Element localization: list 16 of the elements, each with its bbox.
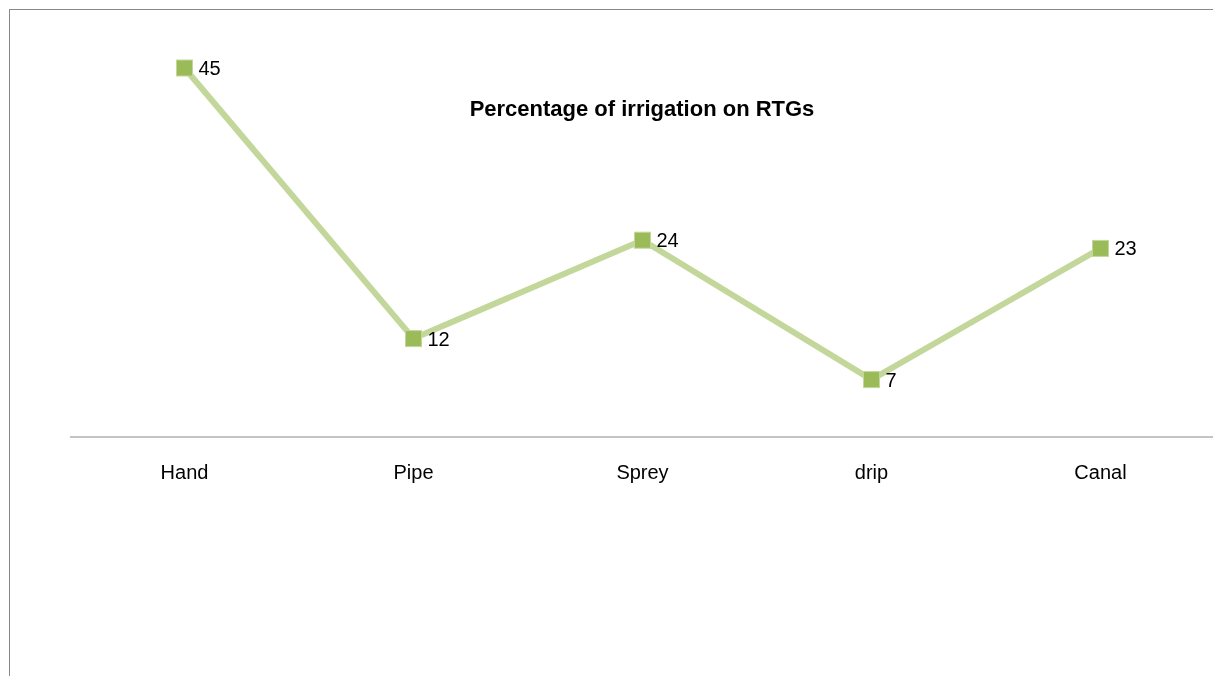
x-tick-label: Canal — [1074, 461, 1127, 483]
point — [634, 231, 651, 249]
x-tick-label: Sprey — [616, 461, 669, 483]
data-label: 7 — [885, 368, 897, 391]
data-label: 23 — [1114, 237, 1137, 260]
point — [1092, 239, 1109, 257]
x-tick-label: drip — [854, 461, 889, 483]
data-label: 24 — [656, 229, 679, 252]
x-tick-label: Pipe — [393, 461, 434, 483]
text: Percentage of irrigation on RTGs — [469, 96, 815, 121]
point — [405, 330, 422, 348]
data-label: 12 — [427, 327, 450, 350]
point — [176, 59, 193, 77]
point — [863, 371, 880, 389]
x-tick-label: Hand — [160, 461, 209, 483]
data-label: 45 — [198, 57, 221, 79]
